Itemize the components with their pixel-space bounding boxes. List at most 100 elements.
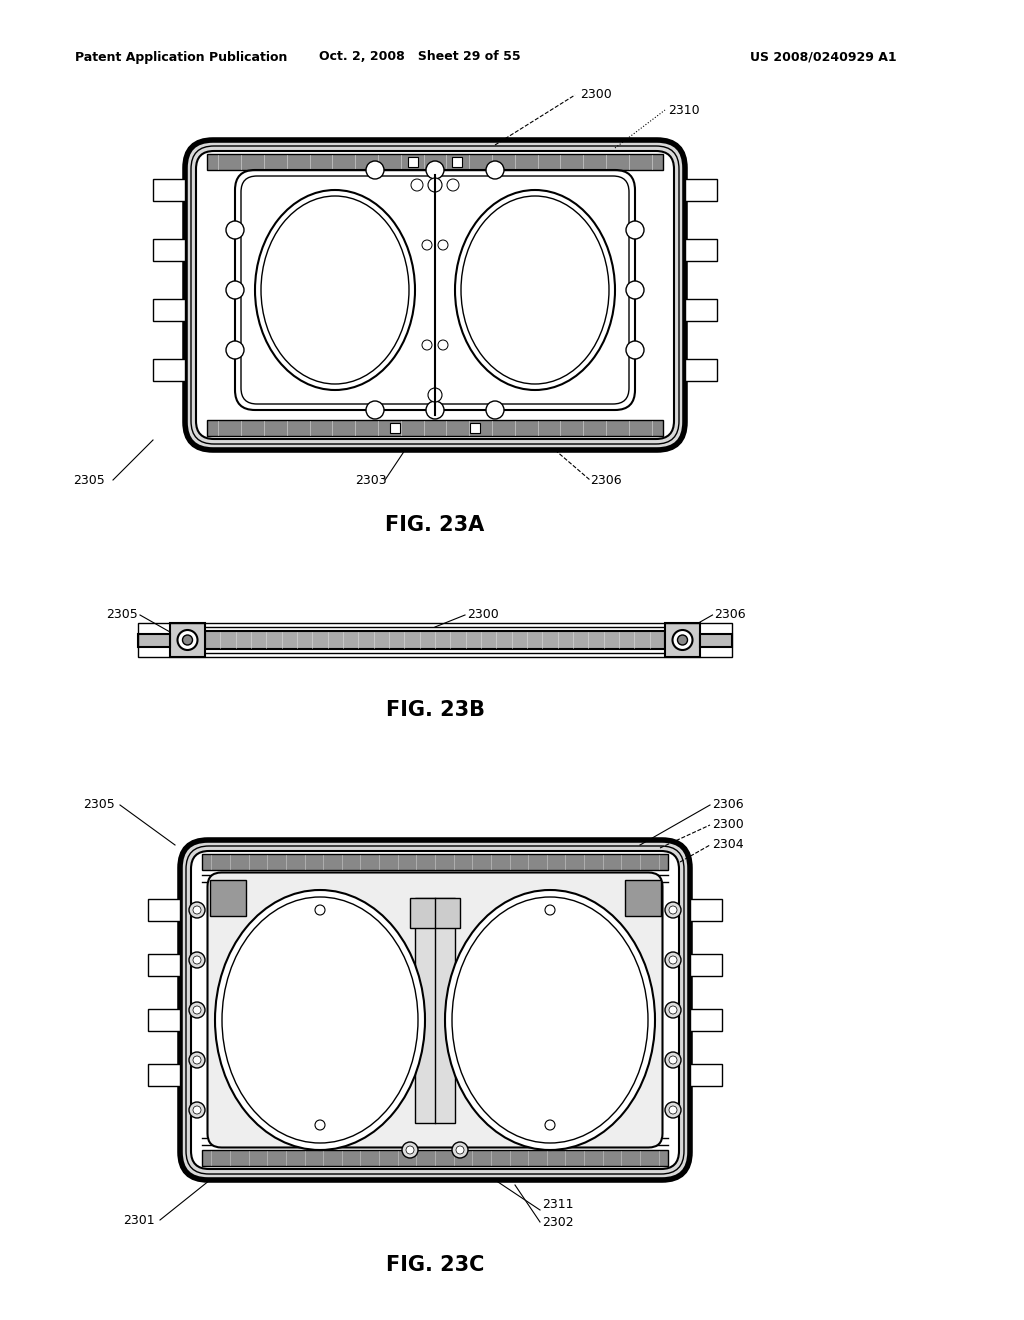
Circle shape bbox=[669, 1006, 677, 1014]
Text: 2303: 2303 bbox=[355, 474, 387, 487]
Circle shape bbox=[189, 1052, 205, 1068]
Circle shape bbox=[226, 341, 244, 359]
Circle shape bbox=[411, 180, 423, 191]
Bar bbox=[138, 634, 170, 647]
Text: 2306: 2306 bbox=[590, 474, 622, 487]
Bar bbox=[410, 898, 460, 928]
Circle shape bbox=[193, 956, 201, 964]
Text: 2301: 2301 bbox=[123, 1213, 155, 1226]
Circle shape bbox=[189, 1002, 205, 1018]
Circle shape bbox=[665, 952, 681, 968]
Circle shape bbox=[226, 281, 244, 300]
Bar bbox=[390, 422, 400, 433]
Text: 2300: 2300 bbox=[467, 609, 499, 622]
Text: 2300: 2300 bbox=[580, 88, 611, 102]
Text: 2300: 2300 bbox=[712, 818, 743, 832]
Text: 2304: 2304 bbox=[712, 838, 743, 851]
Text: 2302: 2302 bbox=[542, 1216, 573, 1229]
Bar bbox=[415, 898, 455, 1122]
Bar bbox=[148, 899, 180, 921]
Text: FIG. 23C: FIG. 23C bbox=[386, 1255, 484, 1275]
Bar bbox=[207, 154, 663, 170]
Circle shape bbox=[626, 281, 644, 300]
Bar bbox=[202, 854, 668, 870]
Text: FIG. 23A: FIG. 23A bbox=[385, 515, 484, 535]
Ellipse shape bbox=[461, 195, 609, 384]
Bar bbox=[452, 157, 462, 168]
Bar bbox=[153, 180, 185, 201]
Ellipse shape bbox=[452, 898, 648, 1143]
Circle shape bbox=[406, 1146, 414, 1154]
Circle shape bbox=[545, 906, 555, 915]
Circle shape bbox=[438, 341, 449, 350]
Circle shape bbox=[669, 906, 677, 913]
Bar bbox=[700, 634, 732, 647]
Circle shape bbox=[315, 906, 325, 915]
Circle shape bbox=[673, 630, 692, 649]
Circle shape bbox=[428, 178, 442, 191]
Circle shape bbox=[193, 1106, 201, 1114]
Bar bbox=[153, 300, 185, 321]
Bar bbox=[685, 300, 717, 321]
Ellipse shape bbox=[215, 890, 425, 1150]
Text: 2306: 2306 bbox=[715, 609, 746, 622]
FancyBboxPatch shape bbox=[185, 140, 685, 450]
Circle shape bbox=[665, 1102, 681, 1118]
Circle shape bbox=[193, 1056, 201, 1064]
Ellipse shape bbox=[261, 195, 409, 384]
Bar bbox=[170, 623, 205, 657]
Text: 2310: 2310 bbox=[668, 103, 699, 116]
Circle shape bbox=[189, 952, 205, 968]
Bar bbox=[625, 879, 660, 916]
Circle shape bbox=[665, 1002, 681, 1018]
Bar bbox=[153, 239, 185, 261]
Circle shape bbox=[422, 240, 432, 249]
Text: 2305: 2305 bbox=[83, 799, 115, 812]
Circle shape bbox=[626, 220, 644, 239]
Circle shape bbox=[428, 388, 442, 403]
Circle shape bbox=[315, 1119, 325, 1130]
Text: 2305: 2305 bbox=[106, 609, 138, 622]
Bar bbox=[148, 1008, 180, 1031]
Ellipse shape bbox=[445, 890, 655, 1150]
Bar bbox=[690, 1008, 722, 1031]
Circle shape bbox=[189, 1102, 205, 1118]
Text: 2306: 2306 bbox=[712, 799, 743, 812]
Circle shape bbox=[486, 161, 504, 180]
Circle shape bbox=[626, 341, 644, 359]
Bar bbox=[205, 631, 665, 649]
FancyBboxPatch shape bbox=[196, 150, 674, 440]
Circle shape bbox=[193, 1006, 201, 1014]
Text: FIG. 23B: FIG. 23B bbox=[385, 700, 484, 719]
Text: Oct. 2, 2008   Sheet 29 of 55: Oct. 2, 2008 Sheet 29 of 55 bbox=[319, 50, 521, 63]
Text: US 2008/0240929 A1: US 2008/0240929 A1 bbox=[750, 50, 897, 63]
Bar bbox=[690, 1064, 722, 1086]
Circle shape bbox=[193, 906, 201, 913]
FancyBboxPatch shape bbox=[208, 873, 663, 1147]
Circle shape bbox=[669, 1056, 677, 1064]
Circle shape bbox=[447, 180, 459, 191]
Circle shape bbox=[182, 635, 193, 645]
Circle shape bbox=[426, 401, 444, 418]
Text: Patent Application Publication: Patent Application Publication bbox=[75, 50, 288, 63]
Circle shape bbox=[486, 401, 504, 418]
Circle shape bbox=[189, 902, 205, 917]
Circle shape bbox=[545, 1119, 555, 1130]
Ellipse shape bbox=[455, 190, 615, 389]
Text: 2305: 2305 bbox=[73, 474, 104, 487]
Bar bbox=[148, 1064, 180, 1086]
Circle shape bbox=[452, 1142, 468, 1158]
FancyBboxPatch shape bbox=[180, 840, 690, 1180]
Circle shape bbox=[669, 1106, 677, 1114]
Circle shape bbox=[366, 401, 384, 418]
Ellipse shape bbox=[222, 898, 418, 1143]
Bar bbox=[153, 359, 185, 381]
Bar bbox=[665, 623, 700, 657]
FancyBboxPatch shape bbox=[191, 851, 679, 1170]
Bar bbox=[138, 623, 732, 657]
Bar bbox=[408, 157, 418, 168]
Circle shape bbox=[177, 630, 198, 649]
Ellipse shape bbox=[255, 190, 415, 389]
Circle shape bbox=[226, 220, 244, 239]
Bar bbox=[690, 954, 722, 975]
